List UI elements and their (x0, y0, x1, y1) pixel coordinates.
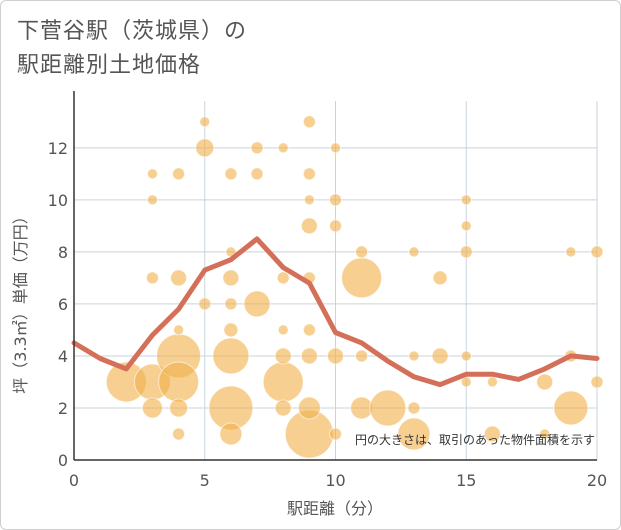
x-tick-label: 10 (325, 471, 345, 490)
bubble-point (250, 141, 264, 155)
bubble-point (302, 167, 316, 181)
bubble-point (303, 194, 315, 206)
bubble-point (460, 376, 472, 388)
bubble-point (158, 361, 200, 403)
average-price-line (71, 236, 600, 388)
bubble-point (369, 389, 407, 427)
axes (73, 91, 597, 461)
y-tick-label: 2 (58, 399, 68, 418)
bubble-point (146, 168, 158, 180)
bubble-point (276, 271, 290, 285)
bubble-point (408, 246, 420, 258)
bubble-point (219, 422, 243, 446)
bubble-point (223, 322, 239, 338)
bubble-point (460, 350, 472, 362)
bubble-point (483, 425, 501, 443)
bubble-point (408, 350, 420, 362)
y-axis-label: 坪（3.3㎡）単価（万円） (11, 208, 30, 393)
bubble-point (141, 397, 163, 419)
bubble-point (329, 219, 342, 233)
bubble-point (297, 396, 321, 420)
bubble-point (195, 138, 215, 158)
bubble-point (224, 297, 238, 311)
y-tick-label: 4 (58, 347, 68, 366)
bubble-point (536, 373, 554, 391)
y-tick-label: 0 (58, 451, 68, 470)
bubble-point (300, 217, 318, 235)
chart-title-line-2: 駅距離別土地価格 (17, 53, 202, 78)
bubble-point (432, 270, 448, 286)
bubble-point (341, 257, 383, 299)
bubble-point (224, 167, 238, 181)
chart-title: 下菅谷駅（茨城県）の 駅距離別土地価格 (17, 15, 247, 83)
tick-labels: 0 5 10 15 20 0 2 4 6 8 10 12 (48, 139, 608, 490)
chart-title-line-1: 下菅谷駅（茨城県）の (17, 19, 248, 44)
bubble-point (170, 269, 188, 287)
x-tick-label: 20 (587, 471, 607, 490)
bubbles (105, 115, 604, 459)
y-tick-label: 10 (48, 191, 68, 210)
bubble-point (198, 297, 212, 311)
bubble-point (397, 417, 431, 451)
bubble-point (145, 271, 159, 285)
bubble-point (199, 116, 211, 128)
bubble-point (590, 375, 604, 389)
bubble-size-note: 円の大きさは、取引のあった物件面積を示す (355, 432, 595, 447)
bubble-point (243, 290, 271, 318)
bubble-point (327, 347, 344, 365)
bubble-point (300, 347, 318, 365)
x-axis-label: 駅距離（分） (287, 499, 383, 518)
bubble-point (302, 323, 316, 337)
bubble-point (262, 361, 304, 403)
bubble-point (553, 390, 589, 426)
x-tick-label: 5 (200, 471, 210, 490)
bubble-point (539, 428, 551, 440)
bubble-point (277, 142, 289, 154)
bubble-point (222, 269, 240, 287)
bubble-point (329, 427, 342, 441)
bubble-point (330, 142, 341, 154)
bubble-point (250, 167, 264, 181)
x-tick-label: 0 (69, 471, 79, 490)
bubble-point (274, 347, 292, 365)
bubble-point (274, 399, 292, 417)
y-tick-label: 6 (58, 295, 68, 314)
bubble-point (173, 324, 185, 336)
bubble-point (172, 427, 186, 441)
bubble-point (355, 349, 369, 363)
bubble-point (277, 324, 289, 336)
bubble-point (460, 194, 472, 206)
bubble-point (590, 245, 604, 259)
bubble-point (169, 398, 189, 418)
bubble-point (212, 337, 250, 375)
bubble-point (565, 246, 577, 258)
bubble-point (459, 245, 473, 259)
bubble-point (407, 401, 421, 415)
bubble-point (302, 115, 316, 129)
average-line-layer (71, 236, 600, 388)
bubble-point (172, 167, 186, 181)
bubble-point (431, 347, 449, 365)
bubble-point (460, 220, 472, 232)
y-tick-label: 8 (58, 243, 68, 262)
x-tick-label: 15 (456, 471, 476, 490)
bubble-point (355, 245, 369, 259)
bubble-point (486, 376, 498, 388)
bubble-point (329, 193, 342, 207)
y-tick-label: 12 (48, 139, 68, 158)
bubble-point (146, 194, 158, 206)
